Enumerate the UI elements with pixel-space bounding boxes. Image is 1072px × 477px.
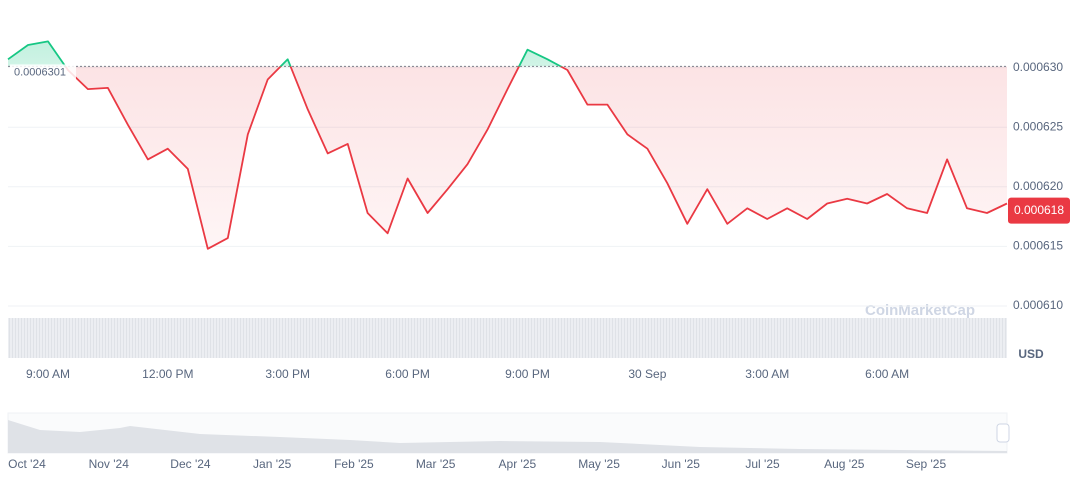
watermark: CoinMarketCap	[865, 302, 975, 319]
x-tick-label: 3:00 AM	[745, 367, 789, 381]
y-tick-label: 0.000615	[1013, 239, 1063, 253]
y-tick-label: 0.000610	[1013, 298, 1063, 312]
baseline-label: 0.0006301	[14, 66, 66, 78]
navigator-label: Dec '24	[170, 457, 211, 471]
y-tick-label: 0.000625	[1013, 119, 1063, 133]
x-tick-label: 30 Sep	[628, 367, 666, 381]
navigator-handle[interactable]	[996, 423, 1010, 443]
navigator-label: Jul '25	[745, 457, 780, 471]
x-tick-label: 6:00 PM	[385, 367, 430, 381]
navigator-label: Apr '25	[499, 457, 537, 471]
navigator-label: Mar '25	[416, 457, 456, 471]
x-tick-label: 9:00 PM	[505, 367, 550, 381]
price-badge-label: 0.000618	[1014, 203, 1064, 217]
baseline-label-bg	[10, 64, 76, 80]
x-tick-label: 6:00 AM	[865, 367, 909, 381]
navigator-label: Oct '24	[8, 457, 46, 471]
navigator-label: Jan '25	[253, 457, 292, 471]
price-badge	[1008, 197, 1070, 224]
navigator-label: Jun '25	[662, 457, 701, 471]
navigator-label: May '25	[578, 457, 620, 471]
navigator-label: Feb '25	[334, 457, 374, 471]
y-tick-label: 0.000630	[1013, 60, 1063, 74]
area-fill	[8, 41, 1007, 249]
price-line	[7, 40, 1008, 250]
y-tick-label: 0.000620	[1013, 179, 1063, 193]
navigator-label: Aug '25	[824, 457, 865, 471]
volume-band	[8, 318, 1007, 358]
navigator-area	[8, 420, 1007, 453]
x-tick-label: 9:00 AM	[26, 367, 70, 381]
navigator-label: Sep '25	[906, 457, 947, 471]
currency-label: USD	[1018, 347, 1044, 361]
x-tick-label: 3:00 PM	[265, 367, 310, 381]
x-tick-label: 12:00 PM	[142, 367, 193, 381]
navigator-label: Nov '24	[89, 457, 130, 471]
